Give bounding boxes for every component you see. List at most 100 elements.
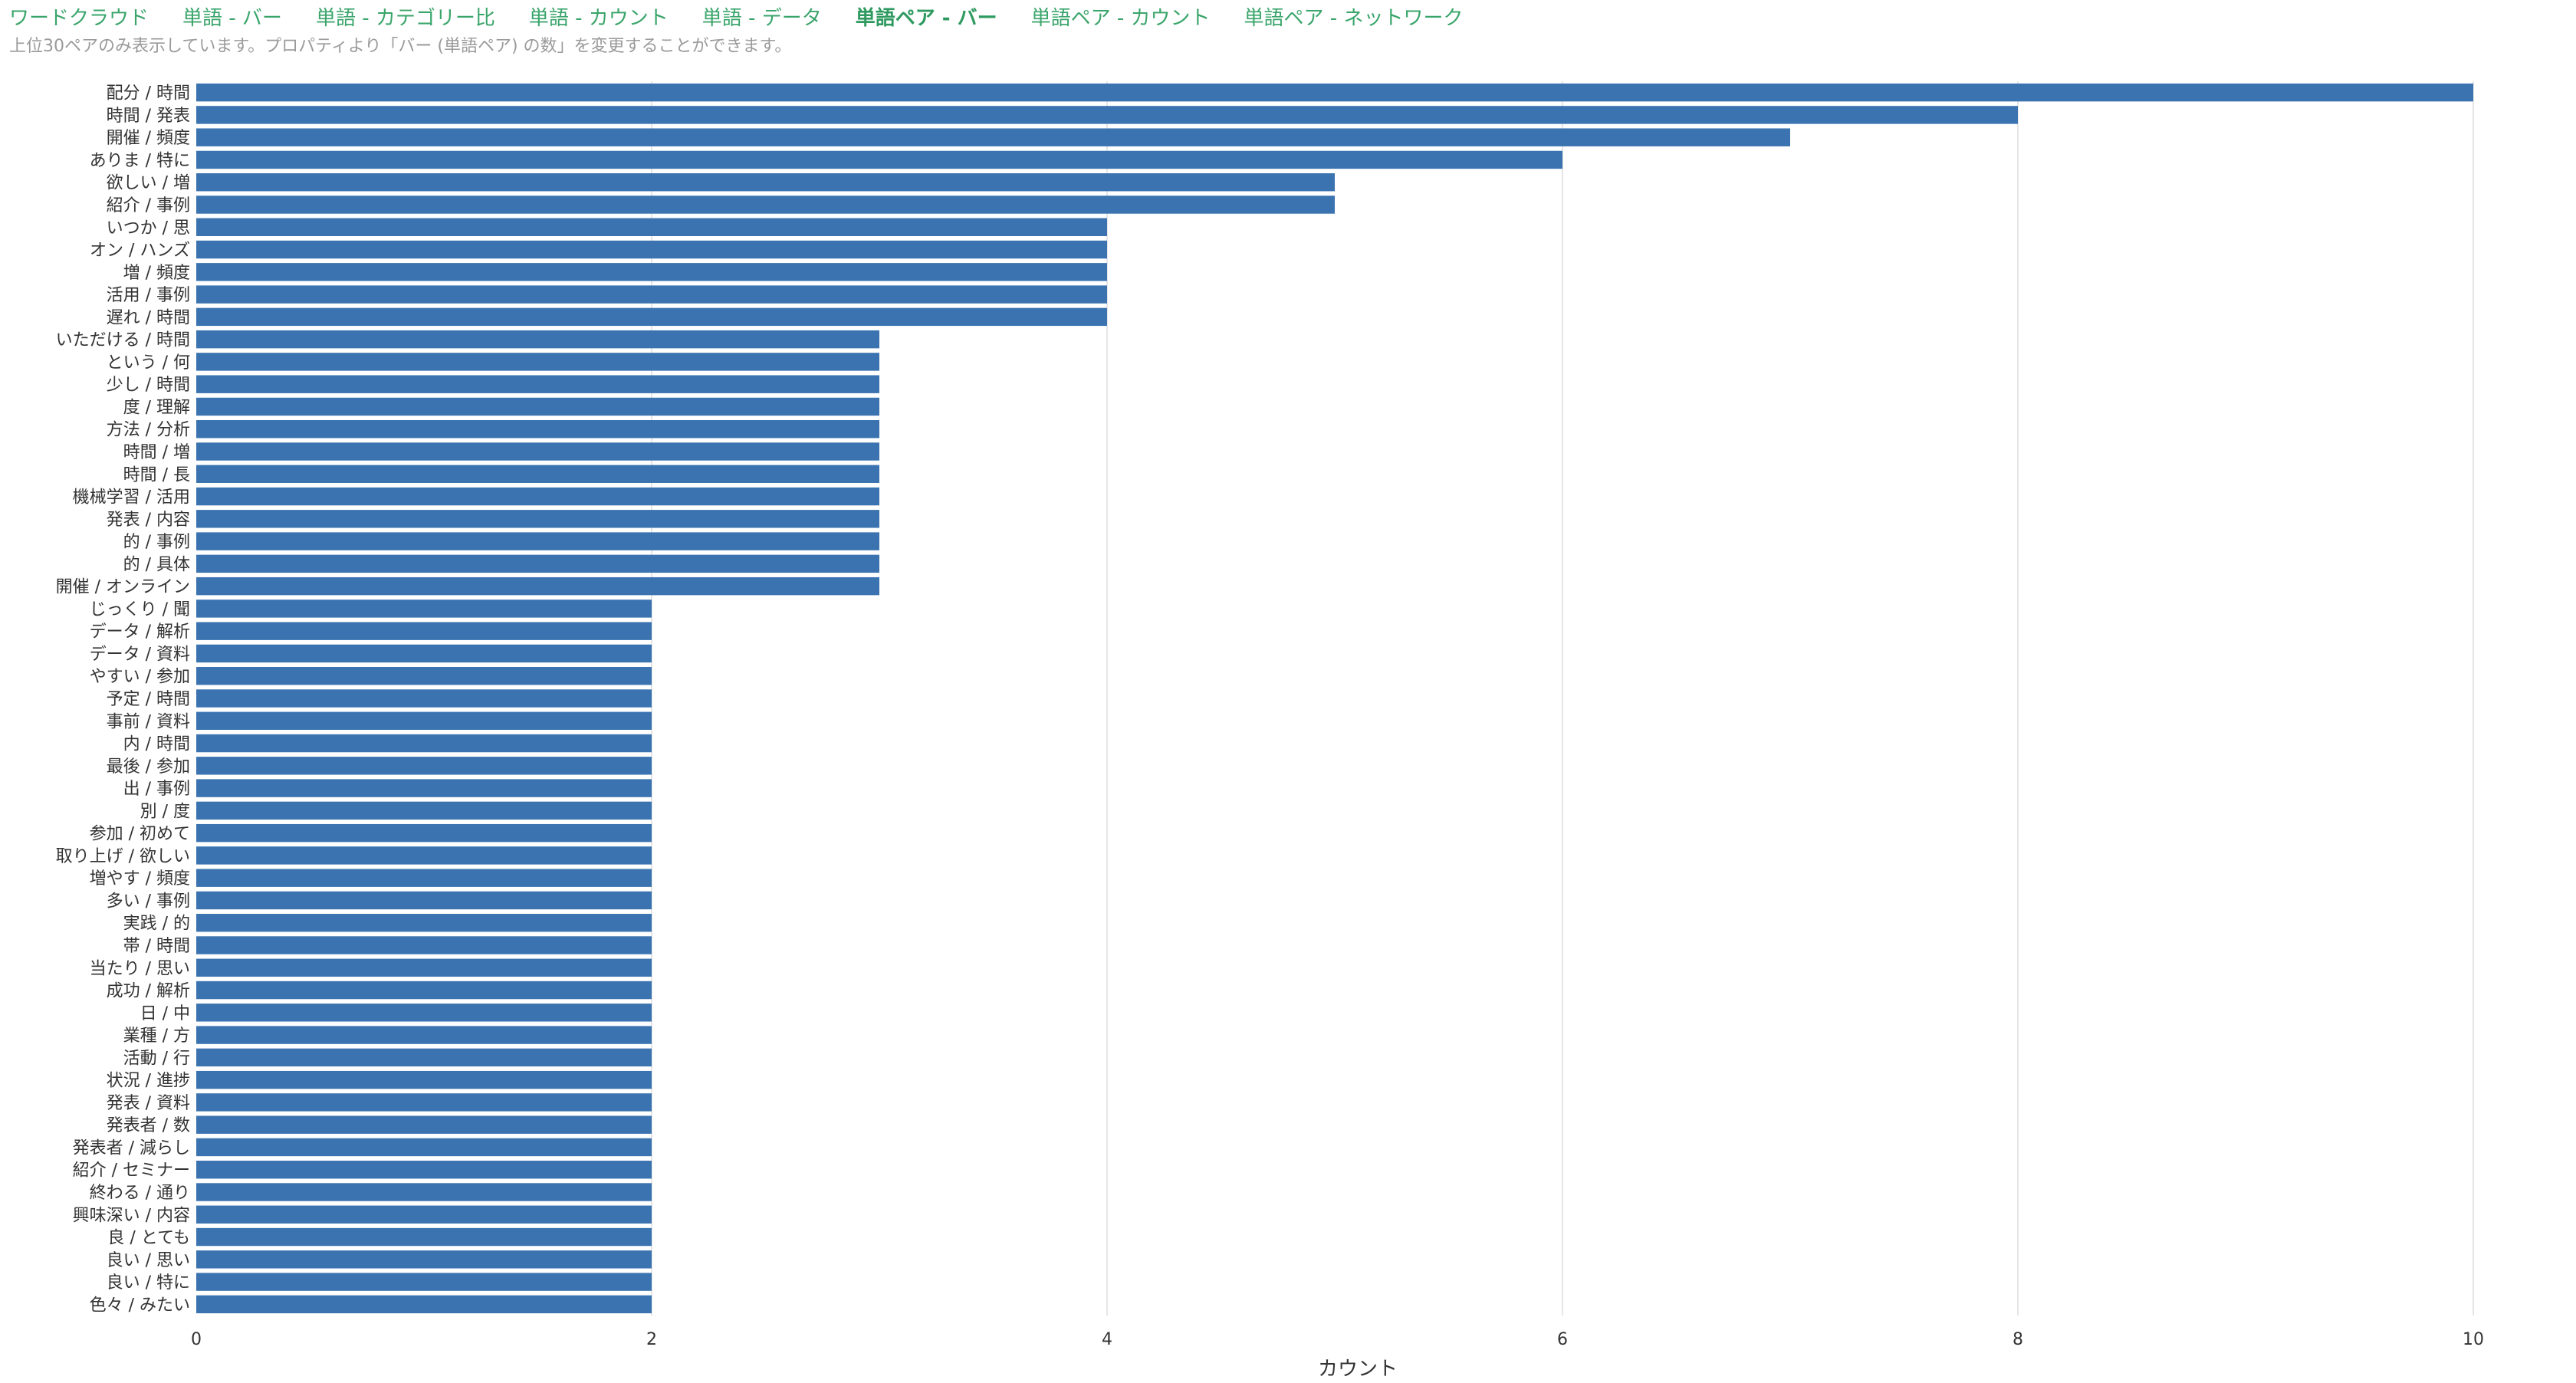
bar <box>196 779 652 797</box>
y-category-label: 欲しい / 増 <box>107 174 190 193</box>
y-category-label: 良 / とても <box>107 1229 190 1248</box>
y-category-label: 成功 / 解析 <box>107 982 190 1001</box>
info-note: 上位30ペアのみ表示しています。プロパティより「バー (単語ペア) の数」を変更… <box>9 37 792 56</box>
y-category-label: 興味深い / 内容 <box>73 1206 190 1225</box>
bar <box>196 1093 652 1112</box>
bar <box>196 218 1107 236</box>
y-category-label: データ / 資料 <box>90 645 190 664</box>
y-category-label: 予定 / 時間 <box>107 690 190 709</box>
y-category-label: やすい / 参加 <box>90 668 190 687</box>
y-category-label: 出 / 事例 <box>123 780 190 799</box>
bar <box>196 1004 652 1022</box>
y-category-label: 色々 / みたい <box>90 1296 190 1315</box>
bar <box>196 554 879 573</box>
bar <box>196 1227 652 1247</box>
y-category-label: いつか / 思 <box>107 218 190 238</box>
bar <box>196 1273 652 1291</box>
y-category-label: 時間 / 発表 <box>107 107 190 126</box>
bar <box>196 285 1107 304</box>
y-category-label: じっくり / 聞 <box>90 600 190 619</box>
y-category-label: 的 / 事例 <box>123 533 190 552</box>
x-axis-title: カウント <box>1318 1358 1398 1381</box>
bar <box>196 532 879 550</box>
tab-4[interactable]: 単語 - データ <box>702 7 822 30</box>
bar <box>196 914 652 932</box>
y-category-label: 良い / 思い <box>107 1251 190 1270</box>
y-category-label: 増 / 頻度 <box>123 264 190 283</box>
bar <box>196 1026 652 1044</box>
y-category-label: 終わる / 通り <box>90 1184 190 1203</box>
y-category-label: データ / 解析 <box>90 623 190 642</box>
y-category-label: 発表者 / 減らし <box>73 1138 190 1158</box>
bar <box>196 757 652 775</box>
y-category-label: 少し / 時間 <box>107 376 190 395</box>
bar <box>196 936 652 954</box>
bar <box>196 801 652 820</box>
y-category-label: いただける / 時間 <box>56 331 190 350</box>
y-category-label: 配分 / 時間 <box>107 84 190 103</box>
bar <box>196 375 879 393</box>
y-category-label: 当たり / 思い <box>90 959 190 978</box>
tab-0[interactable]: ワードクラウド <box>9 7 150 30</box>
y-category-label: 発表 / 内容 <box>107 511 190 530</box>
y-category-label: 時間 / 増 <box>123 443 190 462</box>
tab-5[interactable]: 単語ペア - バー <box>855 7 997 30</box>
bar <box>196 711 652 730</box>
bar <box>196 195 1335 214</box>
bar <box>196 83 2473 102</box>
y-category-label: 発表 / 資料 <box>107 1094 190 1113</box>
y-category-label: 良い / 特に <box>107 1273 190 1293</box>
bar <box>196 307 1107 327</box>
y-category-label: 紹介 / セミナー <box>73 1161 190 1181</box>
tab-3[interactable]: 単語 - カウント <box>528 7 669 30</box>
bar <box>196 600 652 618</box>
bar <box>196 330 879 349</box>
y-category-label: 的 / 具体 <box>123 555 190 574</box>
y-category-label: 度 / 理解 <box>123 398 190 417</box>
bar <box>196 240 1107 259</box>
bar <box>196 442 879 461</box>
bar <box>196 1138 652 1157</box>
bar <box>196 869 652 887</box>
y-category-label: 活用 / 事例 <box>107 286 190 305</box>
y-category-label: 日 / 中 <box>140 1004 190 1023</box>
x-tick-label: 10 <box>2463 1330 2484 1349</box>
bar <box>196 397 879 416</box>
y-category-label: 遅れ / 時間 <box>107 308 190 327</box>
bar <box>196 1161 652 1179</box>
bar <box>196 734 652 753</box>
bar <box>196 173 1335 192</box>
y-category-label: 紹介 / 事例 <box>107 196 190 215</box>
bar <box>196 1250 652 1269</box>
bar <box>196 981 652 1000</box>
bar <box>196 823 652 843</box>
y-category-label: 活動 / 行 <box>123 1049 190 1068</box>
tab-2[interactable]: 単語 - カテゴリー比 <box>315 7 495 30</box>
bar <box>196 891 652 910</box>
bar <box>196 644 652 663</box>
bar <box>196 128 1790 146</box>
bar <box>196 263 1107 281</box>
y-category-label: 発表者 / 数 <box>107 1116 190 1135</box>
bar <box>196 420 879 439</box>
bar <box>196 150 1562 169</box>
y-category-label: オン / ハンズ <box>90 241 190 261</box>
tab-6[interactable]: 単語ペア - カウント <box>1030 7 1211 30</box>
y-category-label: 増やす / 頻度 <box>90 869 190 889</box>
bar <box>196 106 2018 124</box>
y-category-label: 開催 / 頻度 <box>107 129 190 148</box>
bar <box>196 958 652 977</box>
x-tick-label: 8 <box>2013 1330 2023 1349</box>
y-category-label: 方法 / 分析 <box>107 421 190 440</box>
bar <box>196 622 652 640</box>
tab-1[interactable]: 単語 - バー <box>182 7 282 30</box>
bar <box>196 353 879 371</box>
y-category-label: 最後 / 参加 <box>107 757 190 777</box>
tab-7[interactable]: 単語ペア - ネットワーク <box>1244 7 1464 30</box>
bar <box>196 846 652 865</box>
x-tick-label: 0 <box>191 1330 202 1349</box>
y-category-label: 多い / 事例 <box>107 892 190 911</box>
bar <box>196 577 879 596</box>
tab-bar: ワードクラウド 単語 - バー 単語 - カテゴリー比 単語 - カウント 単語 - デ… <box>9 3 1497 34</box>
x-tick-label: 6 <box>1557 1330 1568 1349</box>
